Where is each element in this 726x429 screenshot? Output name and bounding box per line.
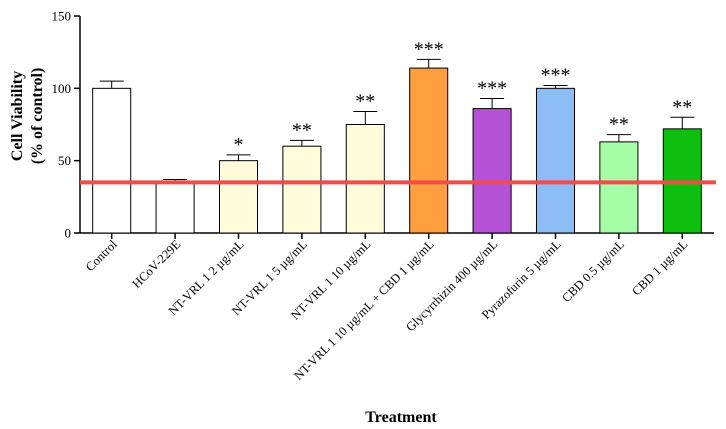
x-tick-label: Control — [83, 237, 120, 274]
x-tick-label: CBD 0.5 µg/mL — [559, 237, 627, 305]
bar — [218, 160, 259, 234]
significance-label: ** — [355, 90, 375, 112]
y-tick-label: 150 — [52, 9, 72, 24]
x-axis-title: Treatment — [365, 409, 437, 426]
significance-label: ** — [292, 119, 312, 141]
significance-label: *** — [414, 38, 444, 60]
significance-label: * — [234, 134, 244, 156]
bar — [599, 141, 639, 234]
y-axis-title-line2: (% of control) — [29, 68, 46, 165]
x-tick-label: CBD 1 µg/mL — [629, 237, 690, 298]
bar — [535, 87, 576, 234]
y-tick-label: 100 — [52, 81, 72, 96]
bar — [92, 87, 132, 234]
bar — [155, 181, 195, 234]
y-axis-title-line1: Cell Viability — [9, 71, 26, 161]
y-tick-label: 0 — [65, 226, 72, 241]
significance-label: ** — [672, 96, 692, 118]
bar — [472, 108, 512, 234]
bar — [345, 124, 385, 234]
x-tick-label: HCoV-229E — [129, 237, 183, 291]
significance-label: ** — [609, 114, 629, 136]
y-axis-title: Cell Viability (% of control) — [9, 68, 46, 165]
significance-label: *** — [541, 64, 571, 86]
significance-label: *** — [477, 77, 507, 99]
x-tick-label: NT-VRL 1 10 µg/mL + CBD 1 µg/mL — [291, 237, 437, 383]
y-tick-label: 50 — [58, 153, 71, 168]
bar — [282, 145, 322, 234]
bar — [409, 67, 449, 234]
